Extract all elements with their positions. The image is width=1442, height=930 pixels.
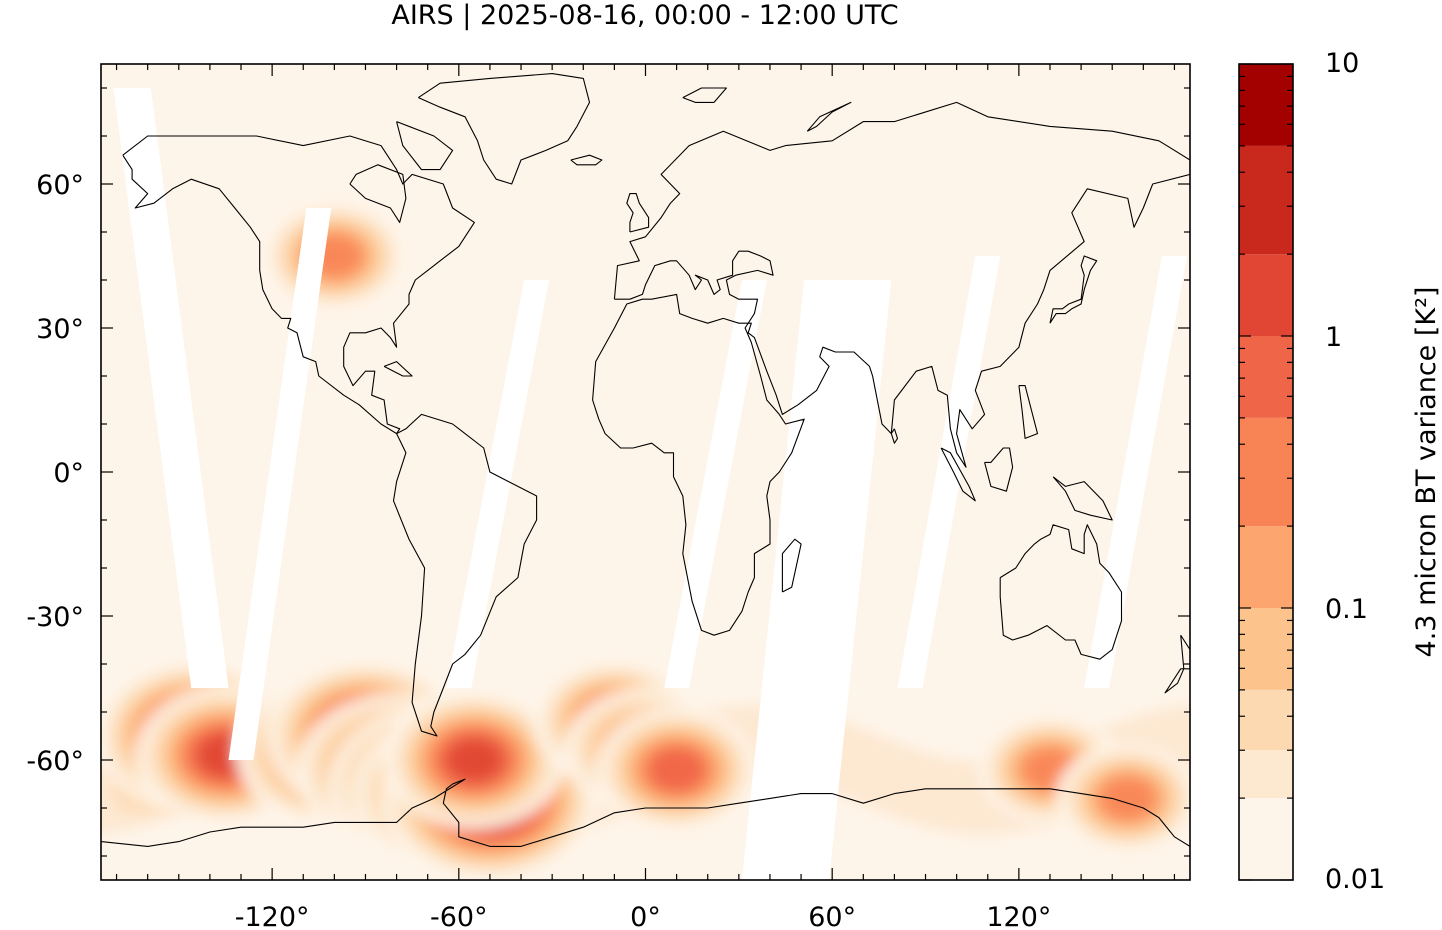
map-panel: -120° -60° 0° 60° 120° 60° 30° 0° -30° -60° [26, 63, 1191, 930]
coastline-antarctica [101, 778, 1190, 847]
x-tick-label: -120° [235, 902, 310, 930]
colorbar: 10 1 0.1 0.01 4.3 micron BT variance [K²] [1238, 48, 1442, 895]
map-ticks: -120° -60° 0° 60° 120° 60° 30° 0° -30° -60° [26, 64, 1190, 930]
colorbar-tick-label: 0.01 [1325, 864, 1385, 895]
figure-title: AIRS | 2025-08-16, 00:00 - 12:00 UTC [391, 0, 898, 31]
coastline-baffin [396, 121, 454, 171]
colorbar-band [1239, 336, 1293, 418]
hotspot [447, 739, 502, 781]
coastline-uk [626, 193, 650, 233]
coastline-indonesia-borneo [984, 447, 1014, 492]
coastlines [101, 73, 1190, 847]
coastline-greenland [418, 73, 591, 185]
y-tick-label: -30° [26, 602, 84, 633]
colorbar-tick-label: 1 [1325, 322, 1342, 353]
colorbar-frame [1238, 63, 1294, 881]
coastline-new-zealand [1164, 634, 1190, 694]
x-tick-label: 0° [630, 902, 661, 930]
swath-gap [228, 208, 332, 760]
hotspot [1100, 777, 1156, 820]
swath-gap [113, 88, 229, 688]
coastline-cuba [383, 361, 413, 377]
colorbar-bands [1239, 64, 1293, 880]
y-tick-label: 60° [36, 170, 84, 201]
coastline-svalbard [682, 87, 727, 103]
coastline-north-america [122, 135, 475, 435]
coastline-australia [999, 524, 1123, 660]
colorbar-label: 4.3 micron BT variance [K²] [1411, 287, 1442, 658]
colorbar-band [1239, 254, 1293, 336]
x-tick-label: 120° [986, 902, 1051, 930]
coastline-africa-madagascar [781, 538, 802, 593]
swath-gap [741, 280, 892, 880]
coastline-eurasia-africa [592, 101, 1190, 636]
x-tick-label: 60° [808, 902, 856, 930]
colorbar-band [1239, 798, 1293, 880]
y-tick-label: 30° [36, 314, 84, 345]
y-tick-label: 0° [53, 458, 84, 489]
swath-gap [897, 256, 1001, 688]
map-layers [101, 73, 1190, 880]
swath-gap [1084, 256, 1187, 688]
colorbar-band [1239, 417, 1293, 527]
colorbar-tick-label: 10 [1325, 48, 1359, 79]
swath-gaps [113, 88, 1187, 880]
swath-gap [664, 280, 767, 688]
colorbar-tick-label: 0.1 [1325, 594, 1368, 625]
hotspot [649, 748, 704, 791]
coastline-philippines [1018, 385, 1039, 439]
y-tick-label: -60° [26, 746, 84, 777]
coastline-hudson-bay [349, 164, 407, 223]
swath-gap [446, 280, 550, 688]
colorbar-band [1239, 526, 1293, 608]
coastline-new-guinea [1052, 476, 1113, 521]
colorbar-band [1239, 608, 1293, 690]
colorbar-band [1239, 145, 1293, 255]
coastline-south-america [392, 413, 538, 737]
coastline-iceland [570, 154, 603, 166]
coastline-novaya-zemlya [806, 101, 852, 132]
colorbar-ticks: 10 1 0.1 0.01 [1239, 48, 1385, 895]
colorbar-band [1239, 750, 1293, 799]
coastline-sri-lanka [890, 428, 899, 444]
variance-hotspots [101, 200, 1190, 880]
colorbar-band [1239, 689, 1293, 751]
x-tick-label: -60° [430, 902, 488, 930]
coastline-japan [1049, 255, 1098, 324]
coastline-sumatra [940, 447, 976, 502]
colorbar-band [1239, 64, 1293, 146]
